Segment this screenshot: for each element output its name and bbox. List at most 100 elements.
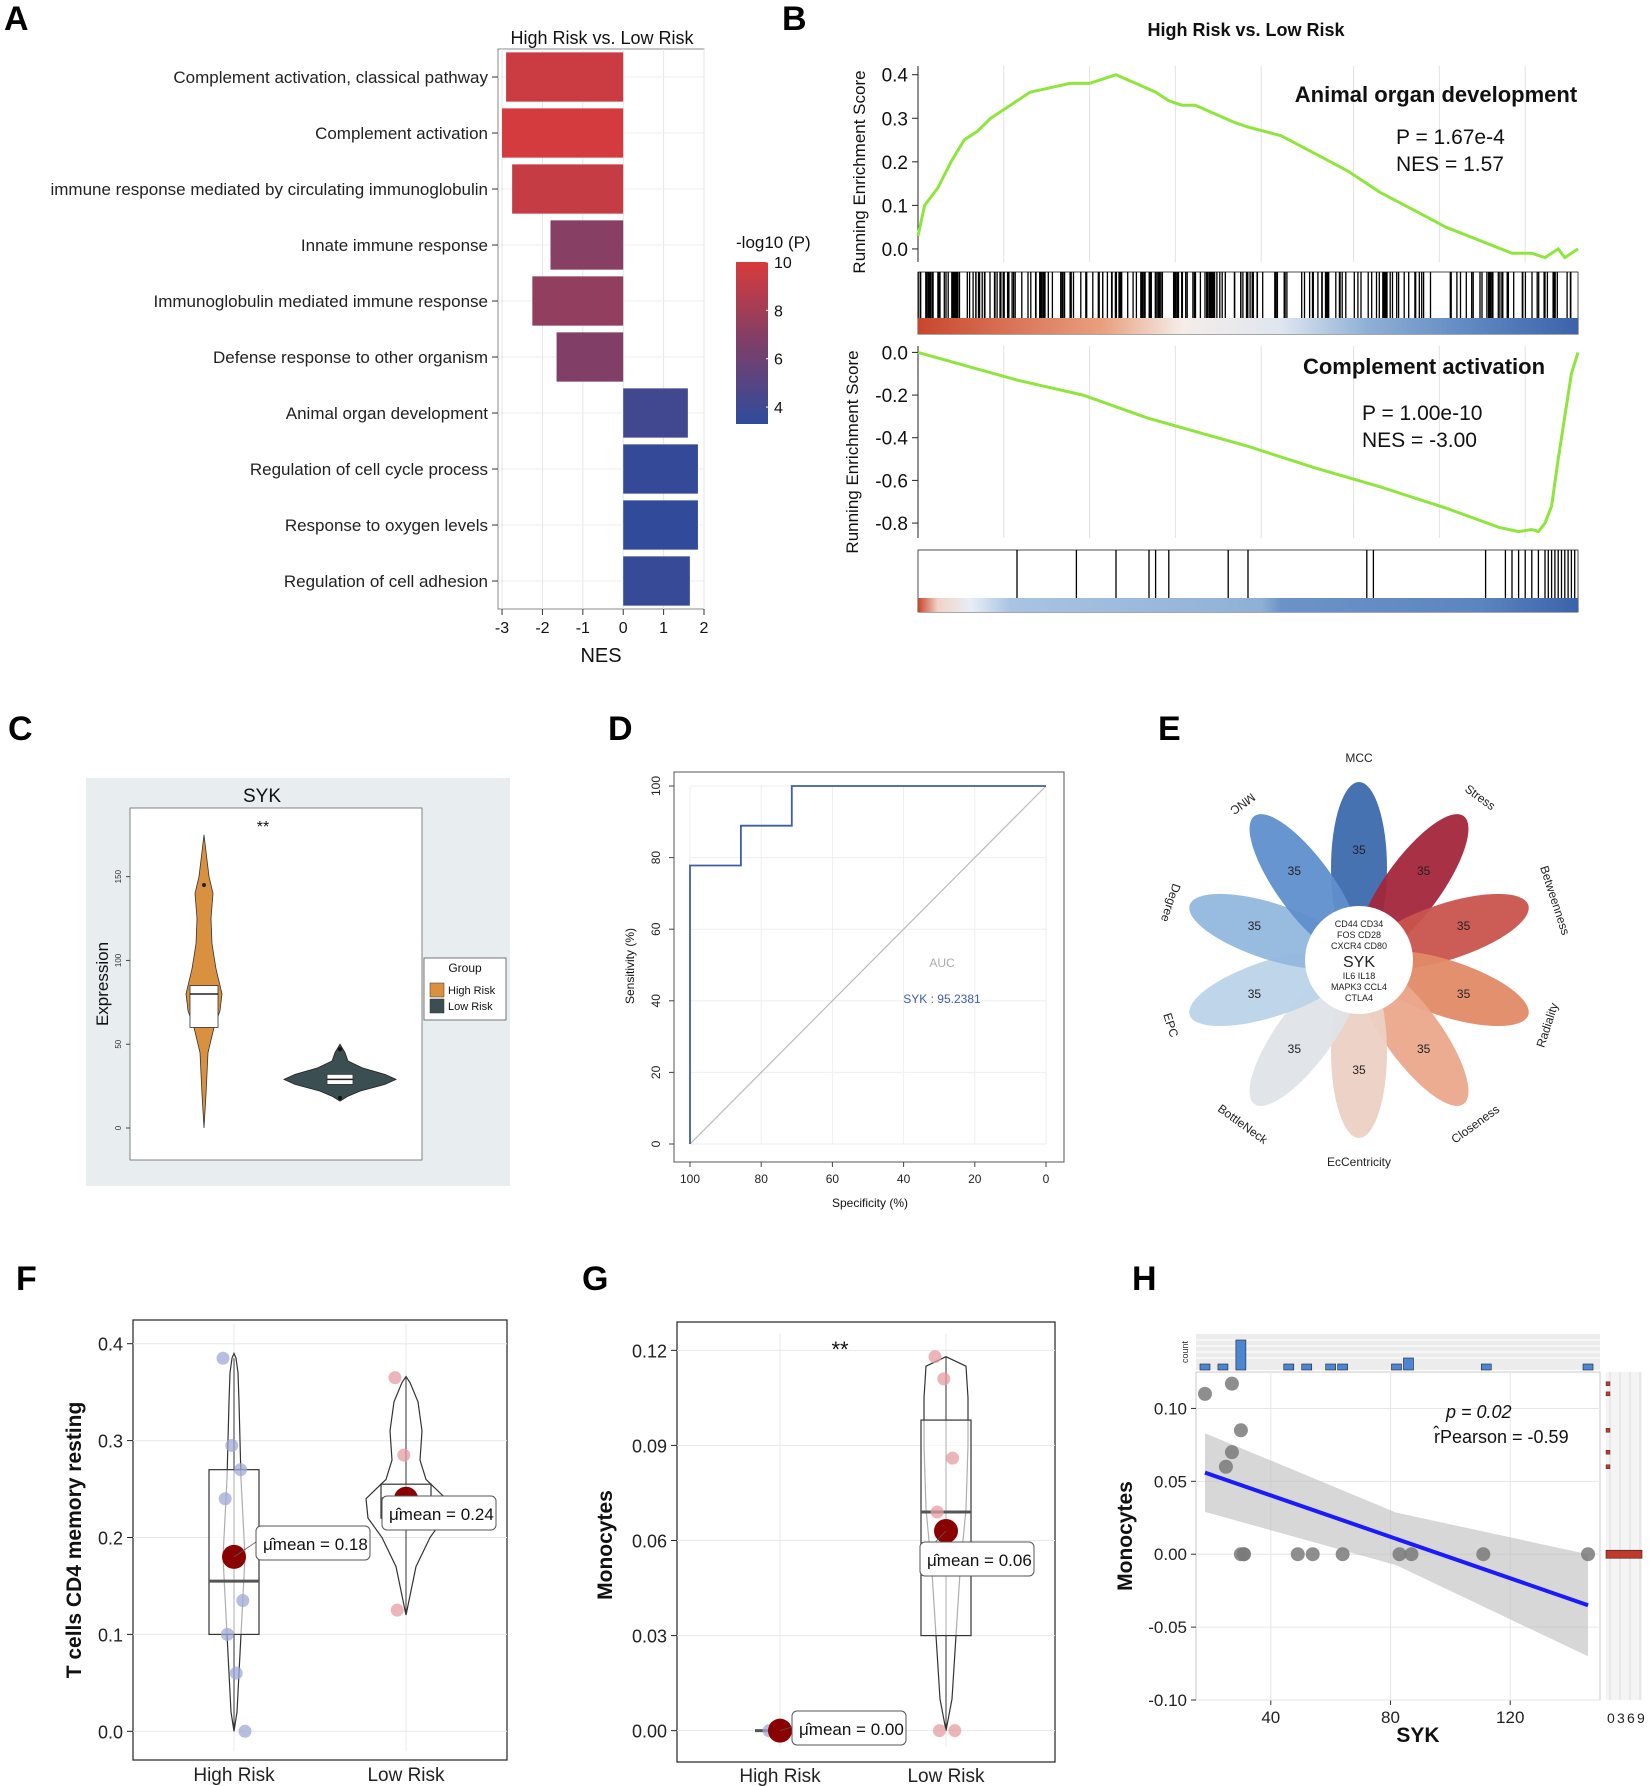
- panel-letters: A B C D E F G H: [4, 0, 1181, 1298]
- panel-d-roc: 100 80 60 40 20 0 0 20 40 60 80 100: [649, 776, 1050, 1186]
- panel-b-rank-strip: [918, 598, 1578, 612]
- panel-g-y-tick-label: 0.09: [632, 1436, 667, 1456]
- panel-h-side-hist-tick: 9: [1637, 1710, 1645, 1726]
- panel-c-y-label: Expression: [93, 942, 112, 1026]
- panel-a-category-labels: Complement activation, classical pathway…: [50, 68, 498, 591]
- panel-d-x-label: Specificity (%): [832, 1196, 908, 1210]
- panel-a-category-label: Immunoglobulin mediated immune response: [153, 292, 488, 311]
- panel-e-petal-label: MNC: [1227, 790, 1258, 818]
- panel-h-top-hist-bar: [1403, 1357, 1414, 1371]
- panel-f-y-tick-label: 0.0: [98, 1722, 123, 1742]
- panel-h-y-tick-label: 0.10: [1154, 1399, 1187, 1418]
- panel-c-y-tick-label: 0: [114, 1125, 123, 1130]
- panel-a-category-label: Regulation of cell adhesion: [284, 572, 488, 591]
- panel-h-point: [1218, 1459, 1233, 1474]
- panel-d-y-tick-label: 80: [649, 851, 663, 865]
- panel-h-point: [1197, 1386, 1212, 1401]
- panel-g-y-tick-label: 0.06: [632, 1532, 667, 1552]
- panel-h-y-tick-label: 0.00: [1154, 1545, 1187, 1564]
- panel-g-point: [930, 1505, 944, 1519]
- panel-d-roc-curve: [689, 785, 1046, 1144]
- panel-g: 0.00 0.03 0.06 0.09 0.12 μ̂mean = 0.00 High Ri…: [594, 1321, 1056, 1786]
- panel-a-x-tick-label: 1: [659, 620, 668, 637]
- panel-h-side-hist-bar: [1605, 1428, 1611, 1433]
- panel-h-side-hist-bar: [1605, 1391, 1611, 1397]
- panel-e-gene-line-2: FOS CD28: [1337, 930, 1381, 940]
- panel-d-y-tick-label: 60: [649, 922, 663, 936]
- panel-e-petal-label: Betweenness: [1537, 864, 1573, 937]
- panel-h-point: [1224, 1445, 1239, 1460]
- panel-a-legend-tick-label: 4: [774, 400, 783, 417]
- panel-c-legend-swatch-low: [429, 998, 445, 1014]
- panel-h-x-tick-label: 80: [1381, 1708, 1400, 1727]
- panel-e-petal-value: 35: [1288, 1042, 1302, 1056]
- panel-f-point: [236, 1593, 250, 1607]
- panel-d-auc-text: SYK : 95.2381: [903, 992, 981, 1006]
- panel-a-category-label: Complement activation: [315, 124, 488, 143]
- panel-a-x-tick-label: 0: [619, 620, 628, 637]
- panel-c-violin-high: [185, 834, 223, 1129]
- panel-a-legend-tick-label: 6: [774, 352, 783, 369]
- panel-h-top-hist-bar: [1480, 1363, 1492, 1371]
- panel-d-x-tick-label: 80: [755, 1172, 769, 1186]
- panel-e: 35 MCC 35 Stress 35 Betweenness 35 Radiality 35 C…: [1158, 751, 1573, 1169]
- panel-h-x-label: SYK: [1396, 1724, 1439, 1747]
- panel-b-y-label-bottom: Running Enrichment Score: [843, 350, 862, 553]
- panel-b-y-tick-label: -0.2: [875, 386, 908, 407]
- panel-h-point: [1305, 1547, 1320, 1562]
- panel-h-point: [1392, 1547, 1407, 1562]
- panel-e-petal-value: 35: [1457, 987, 1471, 1001]
- panel-e-petal-label: Closeness: [1449, 1102, 1503, 1146]
- panel-h-top-hist-label: count: [1180, 1340, 1190, 1363]
- panel-f: 0.0 0.1 0.2 0.3 0.4 μ̂mean = 0.18 High Risk μ̂m…: [63, 1319, 508, 1786]
- panel-b-plot-top: 0.4 0.3 0.2 0.1 0.0: [882, 66, 1579, 335]
- panel-h-point: [1290, 1547, 1305, 1562]
- panel-f-plot: 0.0 0.1 0.2 0.3 0.4 μ̂mean = 0.18 High Risk μ̂m…: [98, 1324, 507, 1786]
- panel-d-y-tick-label: 20: [649, 1065, 663, 1079]
- panel-letter-f: F: [16, 1260, 37, 1298]
- panel-c-outlier-low: [338, 1047, 342, 1052]
- panel-f-point: [225, 1438, 239, 1452]
- panel-g-significance: **: [831, 1337, 849, 1362]
- panel-g-point: [928, 1350, 942, 1364]
- panel-e-center-genes: CD44 CD34 FOS CD28 CXCR4 CD80 SYK IL6 IL…: [1331, 919, 1387, 1003]
- panel-h-point: [1233, 1423, 1248, 1438]
- panel-h: 40 80 120 0.10 0.05 0.00 -0.05 -0.10 count 0 3 6 9 p…: [1114, 1334, 1645, 1747]
- panel-g-x-tick-label: High Risk: [739, 1766, 821, 1786]
- panel-g-mean-label: μ̂mean = 0.06: [927, 1551, 1032, 1570]
- panel-g-mean-label: μ̂mean = 0.00: [799, 1720, 904, 1739]
- panel-h-side-hist-bar: [1605, 1464, 1611, 1469]
- panel-f-point: [216, 1351, 230, 1365]
- panel-e-petal-value: 35: [1457, 919, 1471, 933]
- panel-c-significance: **: [257, 819, 269, 836]
- panel-e-gene-line-4: IL6 IL18: [1343, 971, 1376, 981]
- panel-c-title: SYK: [243, 786, 281, 807]
- panel-a-x-tick-label: 2: [700, 620, 709, 637]
- panel-e-center-main: SYK: [1343, 954, 1375, 971]
- panel-letter-a: A: [4, 0, 29, 38]
- panel-letter-c: C: [8, 710, 33, 748]
- panel-g-mean-label-box: [791, 1710, 907, 1746]
- panel-b-y-tick-label: 0.3: [882, 109, 908, 130]
- panel-b-enrichment-line: [917, 350, 1580, 534]
- panel-b-top-nes: NES = 1.57: [1396, 153, 1504, 176]
- panel-a-x-tick-label: -3: [495, 620, 509, 637]
- panel-h-p-text: p = 0.02: [1445, 1402, 1512, 1422]
- panel-h-y-label: Monocytes: [1114, 1481, 1137, 1591]
- panel-f-y-tick-label: 0.4: [98, 1335, 123, 1355]
- panel-d-x-tick-label: 60: [826, 1172, 840, 1186]
- panel-b-plot-bottom: 0.0 -0.2 -0.4 -0.6 -0.8: [875, 343, 1580, 613]
- panel-h-point: [1581, 1547, 1596, 1562]
- panel-e-petal-value: 35: [1417, 864, 1431, 878]
- panel-letter-b: B: [782, 0, 807, 38]
- panel-h-side-hist-bar: [1605, 1549, 1643, 1559]
- panel-c-legend-title: Group: [448, 961, 482, 975]
- panel-b-bottom-nes: NES = -3.00: [1362, 429, 1477, 452]
- panel-a-category-label: Complement activation, classical pathway: [173, 68, 488, 87]
- panel-a-bars: [502, 52, 698, 606]
- panel-h-top-hist-bar: [1301, 1363, 1313, 1371]
- panel-h-fit-line: [1204, 1470, 1589, 1608]
- panel-a-category-label: Response to oxygen levels: [285, 516, 488, 535]
- panel-h-top-hist-bar: [1199, 1363, 1211, 1371]
- panel-h-x-tick-label: 120: [1496, 1708, 1524, 1727]
